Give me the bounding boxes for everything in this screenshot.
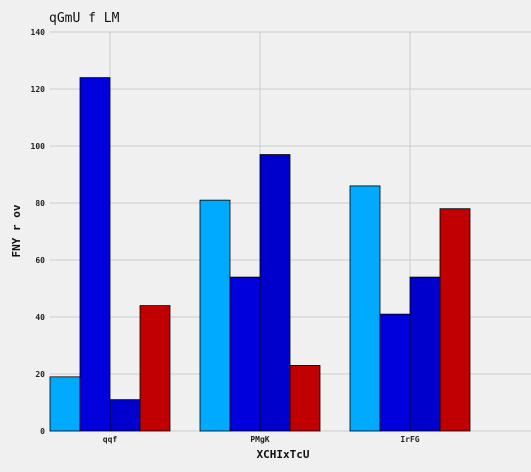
chart-title: qGmU f LM xyxy=(49,11,120,26)
y-tick-label: 120 xyxy=(31,85,46,94)
x-tick-label: PMgK xyxy=(250,435,269,444)
y-tick-label: 40 xyxy=(35,313,45,322)
y-tick-label: 140 xyxy=(31,28,46,37)
bars-layer xyxy=(49,77,471,432)
y-axis-label: FNY r ov xyxy=(10,204,23,257)
y-tick-label: 0 xyxy=(40,427,45,436)
y-axis-ticks: 0 20 40 60 80 100 120 140 xyxy=(31,28,46,436)
bar-series-1-PMgK xyxy=(199,199,231,432)
y-tick-label: 60 xyxy=(35,256,45,265)
bar-series-1-IrFG xyxy=(349,185,381,432)
x-tick-label: qqf xyxy=(103,435,118,444)
bar-series-4-IrFG xyxy=(439,208,471,432)
bar-series-3-IrFG xyxy=(409,276,441,432)
bar-series-2-PMgK xyxy=(229,276,261,432)
x-tick-label: IrFG xyxy=(400,435,419,444)
bar-series-4-PMgK xyxy=(289,365,321,432)
y-tick-label: 100 xyxy=(31,142,46,151)
y-tick-label: 80 xyxy=(35,199,45,208)
bar-series-2-IrFG xyxy=(379,313,411,432)
x-axis-ticks: qqf PMgK IrFG xyxy=(103,435,420,444)
bar-series-1-qqf xyxy=(49,376,81,432)
bar-series-3-qqf xyxy=(109,399,141,432)
x-axis-label: XCHIxTcU xyxy=(257,448,310,461)
bar-series-2-qqf xyxy=(79,77,111,432)
bar-series-4-qqf xyxy=(139,305,171,432)
bar-series-3-PMgK xyxy=(259,154,291,432)
y-tick-label: 20 xyxy=(35,370,45,379)
